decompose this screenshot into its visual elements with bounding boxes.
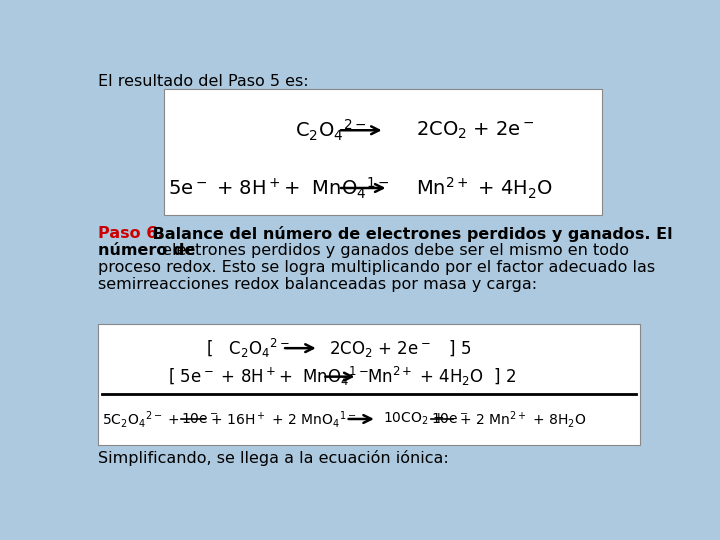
Text: El resultado del Paso 5 es:: El resultado del Paso 5 es:	[98, 74, 308, 89]
Text: Mn$^{2+}$ + 4H$_2$O: Mn$^{2+}$ + 4H$_2$O	[415, 176, 552, 200]
Text: 10CO$_2$ +: 10CO$_2$ +	[383, 411, 446, 427]
Text: 2CO$_2$ + 2e$^-$: 2CO$_2$ + 2e$^-$	[415, 119, 534, 141]
Text: número de: número de	[98, 244, 195, 259]
Text: [   C$_2$O$_4$$^{2-}$: [ C$_2$O$_4$$^{2-}$	[206, 336, 290, 360]
Text: Simplificando, se llega a la ecuación iónica:: Simplificando, se llega a la ecuación ió…	[98, 450, 449, 466]
Text: 5e$^-$ + 8H$^+$+  MnO$_4$$^{1-}$: 5e$^-$ + 8H$^+$+ MnO$_4$$^{1-}$	[168, 176, 389, 200]
Text: + 2 Mn$^{2+}$ + 8H$_2$O: + 2 Mn$^{2+}$ + 8H$_2$O	[455, 408, 587, 429]
Text: semirreacciones redox balanceadas por masa y carga:: semirreacciones redox balanceadas por ma…	[98, 278, 537, 292]
Text: Mn$^{2+}$ + 4H$_2$O  ] 2: Mn$^{2+}$ + 4H$_2$O ] 2	[367, 365, 517, 388]
Text: Paso 6.: Paso 6.	[98, 226, 163, 241]
Text: C$_2$O$_4$$^{2-}$: C$_2$O$_4$$^{2-}$	[295, 118, 366, 143]
FancyBboxPatch shape	[163, 90, 601, 215]
FancyBboxPatch shape	[98, 323, 640, 445]
Text: electrones perdidos y ganados debe ser el mismo en todo: electrones perdidos y ganados debe ser e…	[158, 244, 629, 259]
Text: Balance del número de electrones perdidos y ganados. El: Balance del número de electrones perdido…	[147, 226, 672, 242]
Text: proceso redox. Esto se logra multiplicando por el factor adecuado las: proceso redox. Esto se logra multiplican…	[98, 260, 655, 275]
Text: + 16H$^+$ + 2 MnO$_4$$^{1-}$: + 16H$^+$ + 2 MnO$_4$$^{1-}$	[206, 408, 356, 429]
Text: 5C$_2$O$_4$$^{2-}$ +: 5C$_2$O$_4$$^{2-}$ +	[102, 408, 181, 429]
Text: [ 5e$^-$ + 8H$^+$+  MnO$_4$$^{1-}$: [ 5e$^-$ + 8H$^+$+ MnO$_4$$^{1-}$	[168, 365, 369, 388]
Text: 2CO$_2$ + 2e$^-$   ] 5: 2CO$_2$ + 2e$^-$ ] 5	[329, 338, 471, 359]
Text: 10e$^-$: 10e$^-$	[181, 412, 219, 426]
Text: 10e$^-$: 10e$^-$	[431, 412, 468, 426]
